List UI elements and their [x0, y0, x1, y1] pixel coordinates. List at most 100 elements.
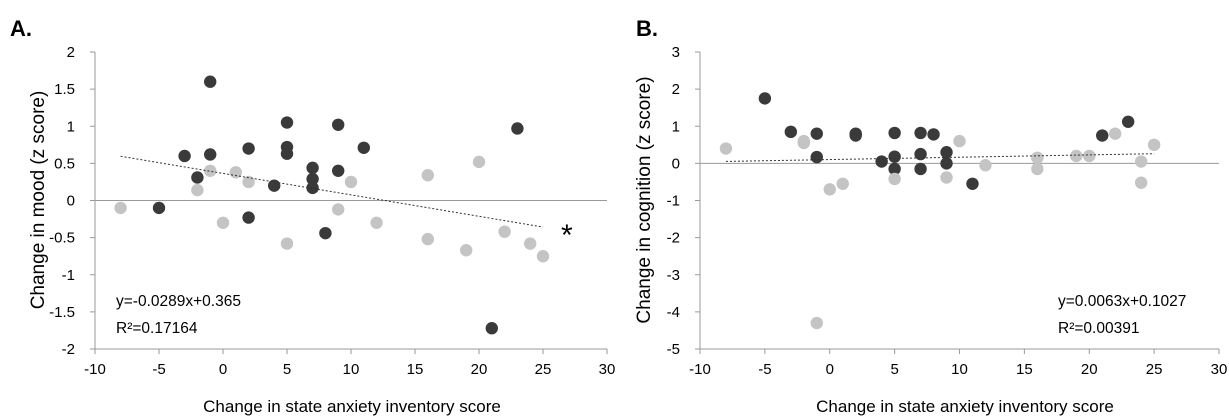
- panel-b-y-tick-label: 3: [672, 44, 680, 61]
- panel-b-y-tick-label: -2: [667, 230, 680, 247]
- panel-b-point-light: [888, 172, 901, 186]
- panel-a-point-light: [421, 232, 434, 246]
- panel-b-r-squared: R²=0.00391: [1058, 320, 1139, 337]
- panel-b-x-tick-label: 25: [1146, 361, 1163, 378]
- panel-a-point-light: [242, 175, 255, 189]
- panel-a-point-light: [498, 225, 511, 238]
- panel-a-significance-marker: *: [561, 219, 573, 252]
- panel-b-point-dark: [888, 162, 901, 176]
- panel-a-y-tick-label: 1: [67, 118, 75, 135]
- panel-b-point-dark: [966, 177, 979, 190]
- panel-a-point-dark: [306, 172, 319, 186]
- panel-a-point-light: [536, 249, 550, 263]
- panel-a-y-tick-label: -2: [62, 341, 75, 358]
- panel-b-point-dark: [875, 155, 888, 168]
- panel-b-equation: y=0.0063x+0.1027: [1058, 293, 1186, 310]
- panel-a-x-tick-label: 20: [471, 361, 488, 378]
- panel-b-point-dark: [1121, 115, 1135, 128]
- panel-b-point-light: [1134, 176, 1148, 189]
- panel-b-point-dark: [914, 147, 927, 161]
- panel-b-y-tick-label: -4: [667, 304, 680, 321]
- panel-a-point-light: [114, 201, 127, 215]
- panel-b-y-tick-label: 1: [672, 118, 680, 135]
- panel-a-point-dark: [511, 122, 524, 135]
- panel-a-point-light: [370, 216, 383, 229]
- panel-a-point-light: [472, 155, 486, 169]
- panel-b-point-dark: [810, 127, 823, 140]
- panel-b-point-light: [797, 136, 810, 150]
- panel-b-point-light: [1031, 151, 1044, 165]
- panel-b-y-tick-label: -1: [667, 193, 680, 210]
- panel-a-point-dark: [306, 181, 319, 195]
- panel-b-point-light: [823, 183, 836, 196]
- panel-a-point-light: [280, 237, 294, 250]
- panel-b-point-dark: [758, 92, 772, 105]
- panel-a-x-tick-label: 5: [283, 361, 291, 378]
- panel-b-point-dark: [927, 128, 940, 141]
- panel-a-y-tick-label: -0.5: [49, 230, 75, 247]
- panel-a-point-dark: [268, 179, 281, 192]
- panel-a-y-tick-label: -1.5: [49, 304, 75, 321]
- panel-b-point-dark: [849, 129, 862, 142]
- panel-a-point-dark: [204, 75, 217, 88]
- panel-b-point-dark: [1096, 129, 1109, 142]
- panel-a-x-tick-label: -10: [84, 361, 106, 378]
- panel-a-point-light: [191, 183, 204, 197]
- panel-b-point-dark: [940, 146, 953, 159]
- panel-a-x-tick-label: 0: [219, 361, 227, 378]
- panel-b-point-light: [1109, 127, 1122, 140]
- panel-a-x-tick-label: 30: [599, 361, 616, 378]
- panel-b-y-tick-label: -3: [667, 267, 680, 284]
- panel-a-y-tick-label: 0: [67, 193, 75, 210]
- panel-b-point-dark: [914, 126, 927, 140]
- panel-a-x-tick-label: -5: [152, 361, 165, 378]
- panel-b-y-tick-label: 2: [672, 81, 680, 98]
- panel-a-point-dark: [332, 118, 345, 131]
- panel-a-y-tick-label: 2: [67, 44, 75, 61]
- panel-b-point-light: [1134, 155, 1148, 168]
- panel-b-point-light: [953, 134, 966, 148]
- panel-b-point-dark: [940, 157, 953, 170]
- panel-b-y-tick-label: -5: [667, 341, 680, 358]
- panel-b-point-dark: [784, 125, 798, 139]
- panel-a-x-tick-label: 15: [407, 361, 424, 378]
- panel-b-x-tick-label: -5: [758, 361, 771, 378]
- panel-a-point-dark: [152, 201, 166, 215]
- panel-b-point-light: [1083, 149, 1096, 163]
- panel-b-x-axis-title: Change in state anxiety inventory score: [816, 397, 1114, 416]
- panel-b-point-dark: [914, 162, 927, 176]
- panel-b-point-light: [979, 159, 992, 172]
- panel-b-point-light: [836, 177, 849, 190]
- panel-b-point-light: [719, 142, 733, 155]
- panel-b-x-tick-label: 0: [826, 361, 834, 378]
- panel-a-point-dark: [204, 148, 217, 161]
- panel-a-point-light: [332, 203, 345, 216]
- panel-a-point-light: [460, 244, 473, 257]
- panel-a-point-light: [421, 169, 434, 182]
- panel-a-point-dark: [332, 164, 345, 177]
- panel-b-letter: B.: [636, 16, 658, 41]
- panel-a-x-tick-label: 10: [343, 361, 360, 378]
- panel-b-point-dark: [888, 126, 901, 140]
- panel-a-y-tick-label: 0.5: [54, 155, 75, 172]
- panel-b-x-tick-label: 20: [1081, 361, 1098, 378]
- panel-a-point-dark: [485, 322, 498, 335]
- panel-a-point-dark: [280, 116, 294, 129]
- panel-b-x-tick-label: 30: [1211, 361, 1228, 378]
- panel-a-x-axis-title: Change in state anxiety inventory score: [203, 397, 501, 416]
- panel-a-trendline: [120, 155, 544, 228]
- panel-b-trendline: [725, 153, 1155, 162]
- panel-a-point-light: [204, 164, 217, 177]
- panel-a-point-dark: [242, 142, 255, 155]
- panel-a-point-dark: [242, 211, 255, 224]
- panel-b-x-tick-label: -10: [689, 361, 711, 378]
- panel-a-r-squared: R²=0.17164: [116, 320, 198, 337]
- panel-a-point-dark: [319, 226, 332, 240]
- panel-b-x-tick-label: 15: [1016, 361, 1033, 378]
- panel-a-point-dark: [306, 161, 319, 175]
- panel-a-y-tick-label: 1.5: [54, 81, 75, 98]
- panel-a-point-dark: [178, 149, 191, 163]
- panel-a-point-light: [344, 175, 358, 189]
- panel-b-point-light: [940, 171, 953, 184]
- panel-a-point-light: [524, 237, 537, 250]
